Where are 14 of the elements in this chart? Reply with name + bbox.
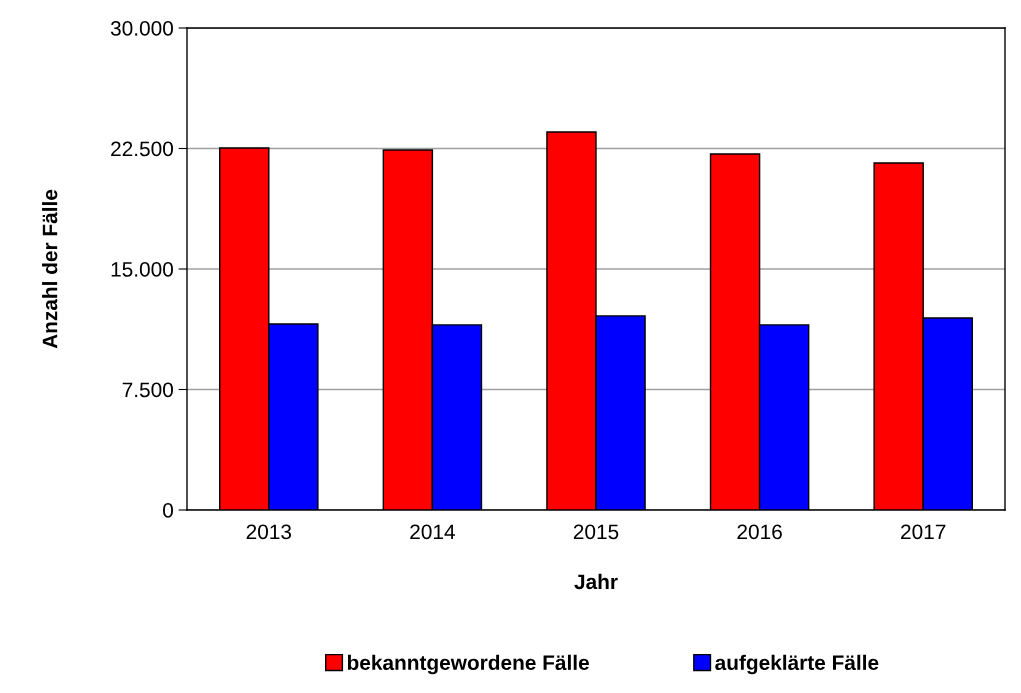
x-axis-title: Jahr [574, 573, 618, 590]
y-tick-label: 7.500 [122, 382, 173, 398]
y-tick-label: 22.500 [111, 141, 173, 157]
y-axis-title: Anzahl der Fälle [42, 189, 58, 349]
legend-label: aufgeklärte Fälle [715, 654, 879, 675]
y-tick-label: 0 [163, 503, 173, 518]
y-tick-label: 30.000 [110, 21, 173, 36]
x-tick-label: 2014 [410, 524, 455, 540]
x-tick-label: 2013 [246, 524, 292, 540]
y-tick-label: 15.000 [111, 262, 173, 277]
x-tick-label: 2015 [573, 524, 619, 540]
legend-label: bekanntgewordene Fälle [347, 654, 589, 675]
x-tick-label: 2016 [737, 524, 782, 540]
x-tick-label: 2017 [901, 524, 946, 540]
